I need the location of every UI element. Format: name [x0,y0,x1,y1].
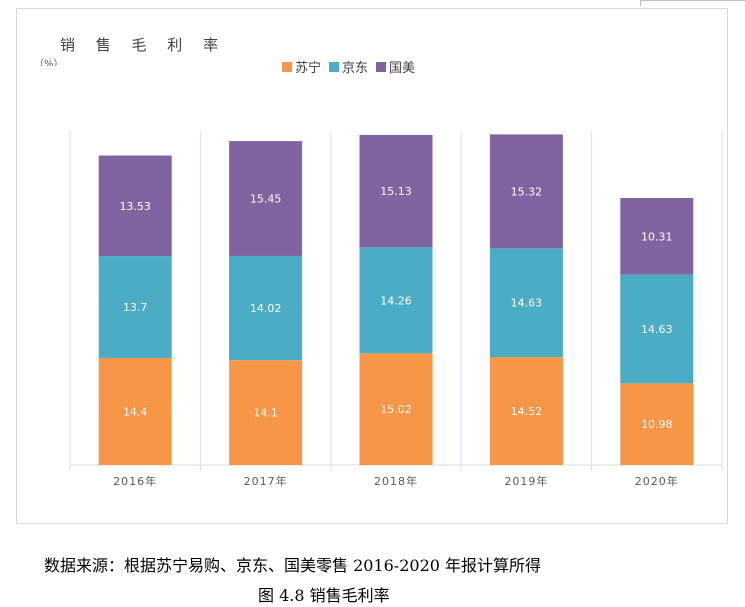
legend-label-gome: 国美 [389,61,416,76]
figure-caption: 图 4.8 销售毛利率 [258,586,390,605]
chart-title: 销 售 毛 利 率 [60,36,227,54]
page-top-tick [640,0,641,6]
legend-item-jd: 京东 [329,57,368,76]
bar-segment-suning [229,360,303,465]
legend-label-jd: 京东 [342,61,369,76]
bar-segment-suning [620,383,694,465]
bar-segment-jd [229,255,303,361]
data-label: 14.63 [641,323,673,336]
legend-label-suning: 苏宁 [295,61,322,76]
bar-segment-jd [620,274,694,384]
x-tick-label: 2016年 [113,474,157,488]
bar-segment-gome [229,141,303,256]
bar-segment-suning [489,357,563,465]
bar-segment-gome [620,197,694,275]
data-label: 15.32 [511,185,543,198]
legend-item-gome: 国美 [376,57,415,76]
source-caption: 数据来源：根据苏宁易购、京东、国美零售 2016-2020 年报计算所得 [44,556,542,575]
bar-segment-jd [98,256,172,358]
data-label: 10.31 [641,230,673,243]
legend-swatch-suning [282,61,292,72]
x-tick-label: 2019年 [504,474,548,488]
bar-segment-gome [359,134,433,248]
data-label: 14.52 [511,405,543,418]
bar-segment-suning [98,357,172,465]
x-tick-label: 2020年 [635,474,679,488]
bar-segment-jd [359,247,433,354]
bar-segment-gome [98,155,172,257]
data-label: 14.63 [511,297,543,310]
legend-swatch-jd [329,61,340,72]
data-label: 10.98 [641,418,673,431]
x-tick-label: 2018年 [374,474,418,488]
data-label: 13.53 [119,200,151,213]
bar-segment-gome [489,134,563,249]
data-label: 13.7 [123,301,148,314]
data-label: 15.45 [250,193,282,206]
bar-segment-suning [359,353,433,465]
data-label: 14.4 [123,405,148,418]
legend-item-suning: 苏宁 [282,57,321,76]
data-label: 14.02 [250,302,282,315]
data-label: 14.1 [253,407,278,420]
bar-segment-jd [489,248,563,358]
legend-swatch-gome [376,61,387,72]
x-tick-label: 2017年 [244,474,288,488]
data-label: 15.02 [380,403,412,416]
chart-legend: 苏宁 京东 国美 [282,57,415,76]
page-top-rule [640,0,745,1]
data-label: 15.13 [380,185,412,198]
data-label: 14.26 [380,294,412,307]
chart-unit: （%） [34,59,64,66]
